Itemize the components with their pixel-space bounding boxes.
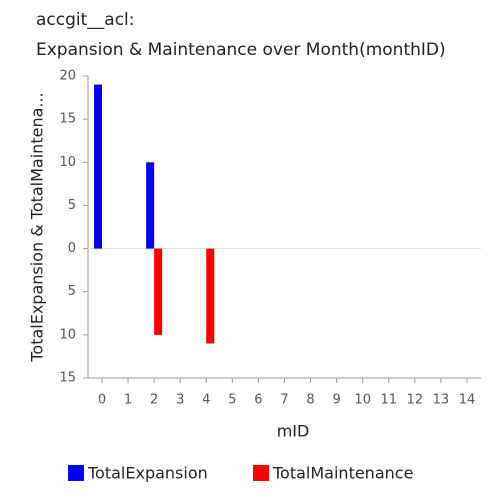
x-tick-label: 13 bbox=[433, 393, 450, 408]
x-tick-label: 5 bbox=[228, 393, 236, 408]
legend-swatch bbox=[68, 465, 84, 481]
bar bbox=[154, 248, 163, 335]
bar bbox=[206, 248, 215, 344]
x-tick-label: 3 bbox=[176, 393, 184, 408]
x-tick-label: 0 bbox=[98, 393, 106, 408]
legend-swatch bbox=[253, 465, 269, 481]
y-tick-label: 15 bbox=[59, 112, 76, 127]
x-tick-label: 2 bbox=[150, 393, 158, 408]
x-tick-label: 10 bbox=[354, 393, 371, 408]
legend-label: TotalMaintenance bbox=[272, 464, 413, 483]
chart-subtitle: Expansion & Maintenance over Month(month… bbox=[36, 40, 446, 60]
y-tick-label: 15 bbox=[59, 371, 76, 386]
x-tick-label: 7 bbox=[280, 393, 288, 408]
x-tick-label: 4 bbox=[202, 393, 210, 408]
chart-title: accgit__acl: bbox=[36, 10, 135, 30]
y-tick-label: 0 bbox=[68, 241, 76, 256]
x-tick-label: 1 bbox=[124, 393, 132, 408]
bar bbox=[94, 84, 102, 249]
x-axis-label: mID bbox=[277, 422, 310, 441]
y-axis-label: TotalExpansion & TotalMaintena... bbox=[28, 92, 47, 362]
x-tick-label: 11 bbox=[380, 393, 397, 408]
x-tick-label: 14 bbox=[459, 393, 476, 408]
x-tick-label: 8 bbox=[306, 393, 314, 408]
y-tick-label: 20 bbox=[59, 69, 76, 84]
bar bbox=[146, 162, 155, 249]
y-tick-label: 5 bbox=[68, 284, 76, 299]
y-tick-label: 5 bbox=[68, 198, 76, 213]
y-tick-label: 10 bbox=[59, 327, 76, 342]
y-tick-label: 10 bbox=[59, 155, 76, 170]
x-tick-label: 6 bbox=[254, 393, 262, 408]
x-tick-label: 12 bbox=[407, 393, 424, 408]
x-tick-label: 9 bbox=[332, 393, 340, 408]
legend-label: TotalExpansion bbox=[87, 464, 208, 483]
